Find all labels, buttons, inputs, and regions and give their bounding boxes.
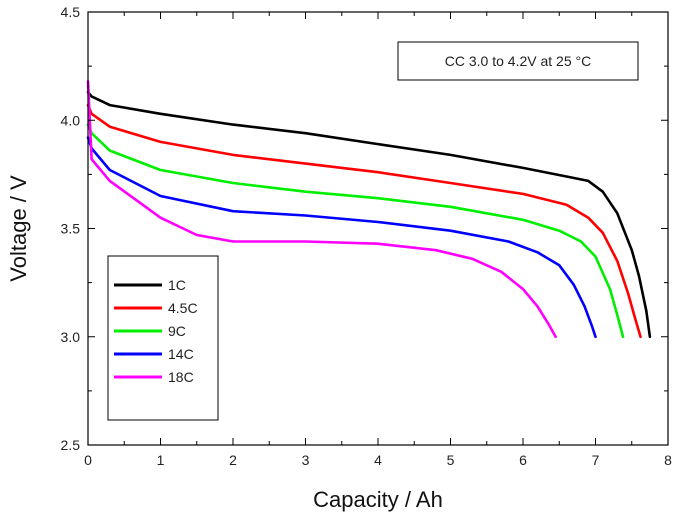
x-tick-label: 6 bbox=[519, 452, 527, 468]
y-tick-label: 2.5 bbox=[61, 437, 81, 453]
series-line-18C bbox=[86, 80, 557, 339]
legend-label-18C: 18C bbox=[168, 369, 194, 385]
x-tick-label: 7 bbox=[592, 452, 600, 468]
x-tick-label: 3 bbox=[302, 452, 310, 468]
x-axis-title: Capacity / Ah bbox=[313, 487, 443, 512]
annotation-box: CC 3.0 to 4.2V at 25 °C bbox=[397, 41, 639, 81]
legend-frame bbox=[107, 255, 219, 421]
legend: 1C 4.5C 9C 14C 18C bbox=[107, 255, 219, 421]
series-line-4.5C bbox=[86, 103, 642, 339]
y-axis-title: Voltage / V bbox=[6, 175, 31, 282]
legend-label-4.5C: 4.5C bbox=[168, 300, 198, 316]
series-line-1C bbox=[86, 90, 652, 339]
y-axis-ticks: 2.5 3.0 3.5 4.0 4.5 bbox=[61, 4, 668, 453]
x-tick-label: 2 bbox=[229, 452, 237, 468]
y-tick-label: 3.5 bbox=[61, 221, 81, 237]
series-line-14C bbox=[86, 136, 597, 339]
x-tick-label: 1 bbox=[157, 452, 165, 468]
y-tick-label: 4.5 bbox=[61, 4, 81, 20]
series-line-9C bbox=[86, 123, 625, 339]
annotation-frame bbox=[397, 41, 639, 81]
legend-label-1C: 1C bbox=[168, 277, 186, 293]
x-tick-label: 4 bbox=[374, 452, 382, 468]
series-lines bbox=[86, 80, 652, 339]
x-axis-ticks: 0 1 2 3 4 5 6 7 8 bbox=[84, 12, 672, 468]
annotation-text: CC 3.0 to 4.2V at 25 °C bbox=[445, 53, 591, 69]
x-tick-label: 5 bbox=[447, 452, 455, 468]
x-tick-label: 0 bbox=[84, 452, 92, 468]
x-tick-label: 8 bbox=[664, 452, 672, 468]
y-tick-label: 4.0 bbox=[61, 112, 81, 128]
legend-label-14C: 14C bbox=[168, 346, 194, 362]
y-tick-label: 3.0 bbox=[61, 329, 81, 345]
legend-label-9C: 9C bbox=[168, 323, 186, 339]
